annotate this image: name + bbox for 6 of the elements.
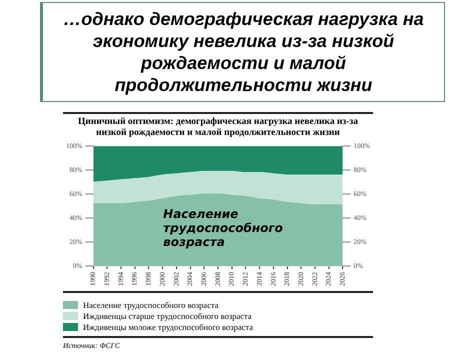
legend-label: Иждивенцы моложе трудоспособного возраста <box>83 322 253 332</box>
annotation: Население трудоспособного возраста <box>163 206 283 249</box>
legend-label: Иждивенцы старше трудоспособного возраста <box>83 310 252 320</box>
chart-subtitle: Циничный оптимизм: демографическая нагрузка невелика из-за низкой рождаемости и малой продолжительности жизни <box>63 112 373 139</box>
legend-label: Население трудоспособного возраста <box>83 300 219 310</box>
chart-title: …однако демографическая нагрузка на экономику невелика из-за низкой рождаемости и малой продолжительности жизни <box>40 2 445 102</box>
